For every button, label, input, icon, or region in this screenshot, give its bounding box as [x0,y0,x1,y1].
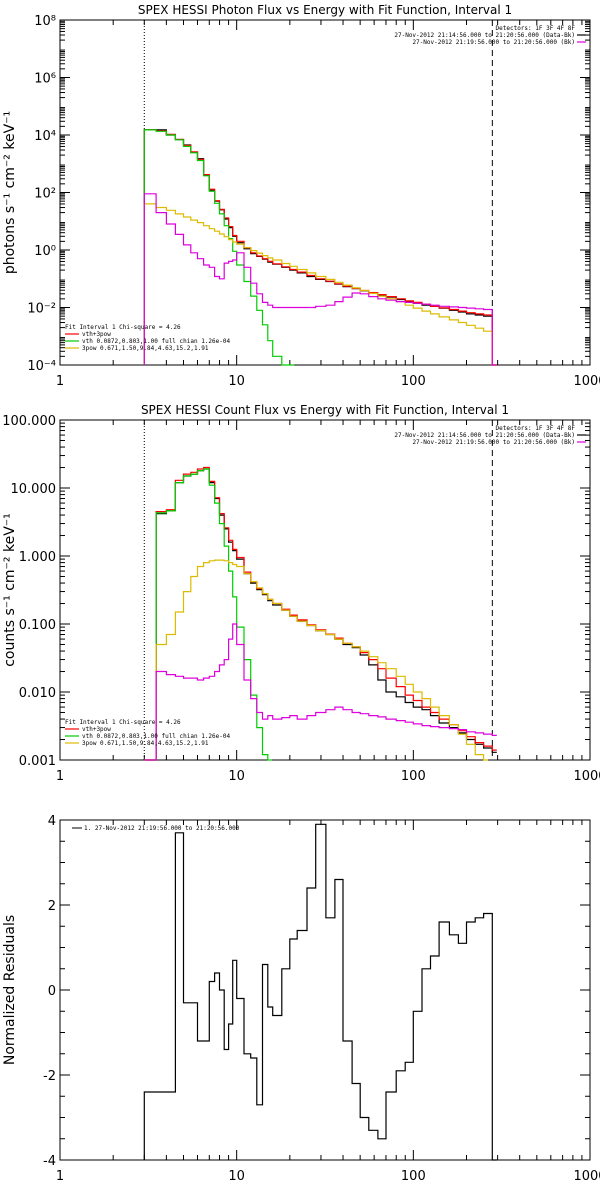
legend-bottom-entry: vth+3pow [82,331,111,338]
x-tick-label: 10 [228,1169,245,1184]
plot-frame [59,19,591,366]
y-tick-label: -2 [43,1069,56,1084]
y-tick-label: 10⁻² [27,302,56,317]
legend-bottom-entry: vth 0.0872,0.803,1.00 full chian 1.26e-0… [82,338,230,345]
y-tick-label: 0.100 [19,618,56,633]
legend-bottom-entry: Fit Interval 1 Chi-square = 4.26 [65,324,181,331]
y-tick-label: 0.001 [19,754,56,769]
y-tick-label: 0 [48,984,56,999]
y-tick-label: 10⁰ [34,244,56,259]
series-2-line [143,129,497,366]
legend-top-entry: Detectors: 1F 3F 4F 8F [496,25,576,32]
chart-2: SPEX HESSI Count Flux vs Energy with Fit… [2,403,600,784]
series-1-line [143,823,497,1161]
x-tick-label: 1 [56,1169,64,1184]
y-tick-label: -4 [43,1154,56,1169]
y-tick-label: 10⁴ [34,129,56,144]
y-tick-label: 100.000 [2,414,56,429]
series-5-line [143,193,497,366]
y-tick-label: 1.000 [19,550,56,565]
y-tick-label: 2 [48,899,56,914]
series-3-line [143,129,295,366]
legend-top-entry: 27-Nov-2012 21:19:56.000 to 21:20:56.000… [412,39,575,46]
y-axis-label: photons s⁻¹ cm⁻² keV⁻¹ [2,111,18,274]
legend-bottom-entry: Fit Interval 1 Chi-square = 4.26 [65,719,181,726]
series-5-line [144,623,497,761]
y-tick-label: 10⁶ [34,72,56,87]
y-tick-label: 0.010 [19,686,56,701]
y-tick-label: 4 [48,814,56,829]
y-axis-label: Normalized Residuals [2,915,18,1065]
chart-title: SPEX HESSI Photon Flux vs Energy with Fi… [138,3,512,17]
y-tick-label: 10⁻⁴ [27,359,56,374]
series-3-line [144,468,273,761]
series-4-line [143,203,497,366]
legend-top-entry: 27-Nov-2012 21:14:56.000 to 21:20:56.000… [394,432,575,439]
series-1-line [143,129,497,366]
legend-bottom-entry: vth 0.0872,0.803,1.00 full chian 1.26e-0… [82,733,230,740]
legend-bottom-entry: 3pow 0.671,1.50,9.84,4.63,15.2,1.91 [82,345,209,352]
legend-top-entry: 1. 27-Nov-2012 21:19:56.000 to 21:20:56.… [84,825,240,832]
y-tick-label: 10⁸ [34,14,56,29]
x-tick-label: 1 [56,769,64,784]
y-axis-label: counts s⁻¹ cm⁻² keV⁻¹ [2,513,18,667]
x-tick-label: 100 [401,1169,426,1184]
plot-frame [59,819,591,1161]
legend-bottom-entry: vth+3pow [82,726,111,733]
x-tick-label: 100 [401,769,426,784]
chart-1: SPEX HESSI Photon Flux vs Energy with Fi… [2,3,600,389]
series-4-line [144,559,489,761]
y-tick-label: 10.000 [11,482,57,497]
legend-top-entry: Detectors: 1F 3F 4F 8F [496,425,576,432]
legend-top-entry: 27-Nov-2012 21:19:56.000 to 21:20:56.000… [412,439,575,446]
chart-title: SPEX HESSI Count Flux vs Energy with Fit… [141,403,509,417]
y-tick-label: 10² [34,187,56,202]
legend-top-entry: 27-Nov-2012 21:14:56.000 to 21:20:56.000… [394,32,575,39]
series-1-line [144,468,497,761]
legend-bottom-entry: 3pow 0.671,1.50,9.84,4.63,15.2,1.91 [82,740,209,747]
x-tick-label: 10 [228,374,245,389]
plot-frame [59,419,591,761]
x-tick-label: 100 [401,374,426,389]
x-tick-label: 1 [56,374,64,389]
x-tick-label: 10 [228,769,245,784]
